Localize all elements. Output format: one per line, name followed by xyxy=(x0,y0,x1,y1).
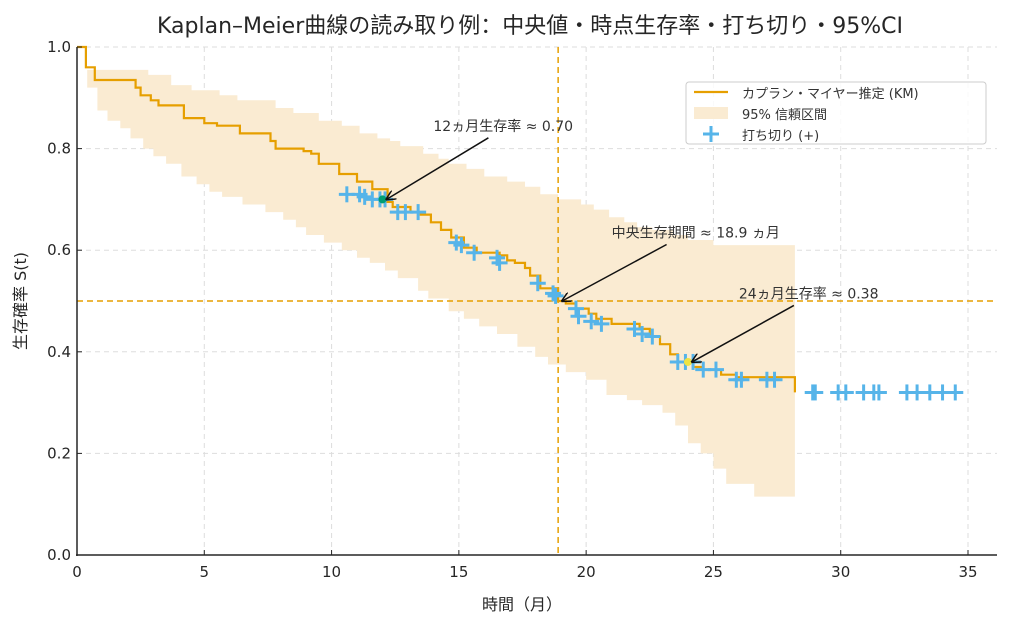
censor-marker xyxy=(644,328,661,345)
annotation-text: 24ヵ月生存率 ≈ 0.38 xyxy=(739,285,879,302)
annotation-arrow xyxy=(562,243,667,302)
axes xyxy=(76,46,997,556)
censor-marker xyxy=(733,371,750,388)
legend-label: カプラン・マイヤー推定 (KM) xyxy=(742,87,919,102)
x-tick-label: 15 xyxy=(449,563,468,581)
legend-label: 95% 信頼区間 xyxy=(742,108,827,123)
tick-labels: 0 5 10 15 20 25 30 35 0.0 0.2 0.4 0.6 0.8 1.0 xyxy=(47,38,977,581)
censor-marker xyxy=(453,237,470,254)
y-tick-label: 0.0 xyxy=(47,546,71,564)
x-tick-label: 20 xyxy=(577,563,596,581)
censor-marker xyxy=(766,371,783,388)
legend-label: 打ち切り (+) xyxy=(742,129,819,144)
x-tick-label: 5 xyxy=(200,563,210,581)
ci-band-layer xyxy=(77,47,795,502)
censor-marker xyxy=(870,384,887,401)
annotation-text: 12ヵ月生存率 ≈ 0.70 xyxy=(433,118,573,135)
censor-marker xyxy=(634,326,651,343)
legend-ci-swatch xyxy=(694,107,728,119)
x-tick-label: 0 xyxy=(72,563,82,581)
x-tick-label: 35 xyxy=(958,563,977,581)
x-tick-label: 10 xyxy=(322,563,341,581)
censor-marker xyxy=(837,384,854,401)
censor-marker xyxy=(545,285,562,302)
x-tick-label: 25 xyxy=(704,563,723,581)
censor-marker xyxy=(707,361,724,378)
censor-marker xyxy=(529,275,546,292)
y-tick-label: 0.8 xyxy=(47,140,71,158)
highlight-point xyxy=(378,195,387,204)
annotation-arrow xyxy=(692,304,795,362)
censor-marker xyxy=(570,308,587,325)
y-tick-label: 0.2 xyxy=(47,444,71,462)
censor-marker xyxy=(491,254,508,271)
y-tick-label: 1.0 xyxy=(47,38,71,56)
legend-box xyxy=(685,81,987,145)
censor-marker xyxy=(807,384,824,401)
x-tick-label: 30 xyxy=(831,563,850,581)
annotation-text: 中央生存期間 ≈ 18.9 ヵ月 xyxy=(612,226,780,242)
censor-marker xyxy=(567,300,584,317)
annotation-arrow xyxy=(386,137,489,200)
censor-marker xyxy=(356,188,373,205)
y-axis-label: 生存確率 S(t) xyxy=(11,252,30,350)
y-tick-label: 0.6 xyxy=(47,241,71,259)
x-axis-label: 時間（月） xyxy=(482,595,562,614)
censor-marker xyxy=(593,315,610,332)
censor-marker xyxy=(466,244,483,261)
censor-marker xyxy=(583,313,600,330)
censor-markers xyxy=(338,186,964,401)
censor-marker xyxy=(410,204,427,221)
annotations: 12ヵ月生存率 ≈ 0.70 中央生存期間 ≈ 18.9 ヵ月 24ヵ月生存率 ≈ … xyxy=(386,118,879,362)
chart-title: Kaplan–Meier曲線の読み取り例：中央値・時点生存率・打ち切り・95%C… xyxy=(157,14,903,39)
y-tick-label: 0.4 xyxy=(47,343,71,361)
highlight-point xyxy=(683,357,692,366)
censor-marker xyxy=(947,384,964,401)
ci-band xyxy=(77,47,795,502)
